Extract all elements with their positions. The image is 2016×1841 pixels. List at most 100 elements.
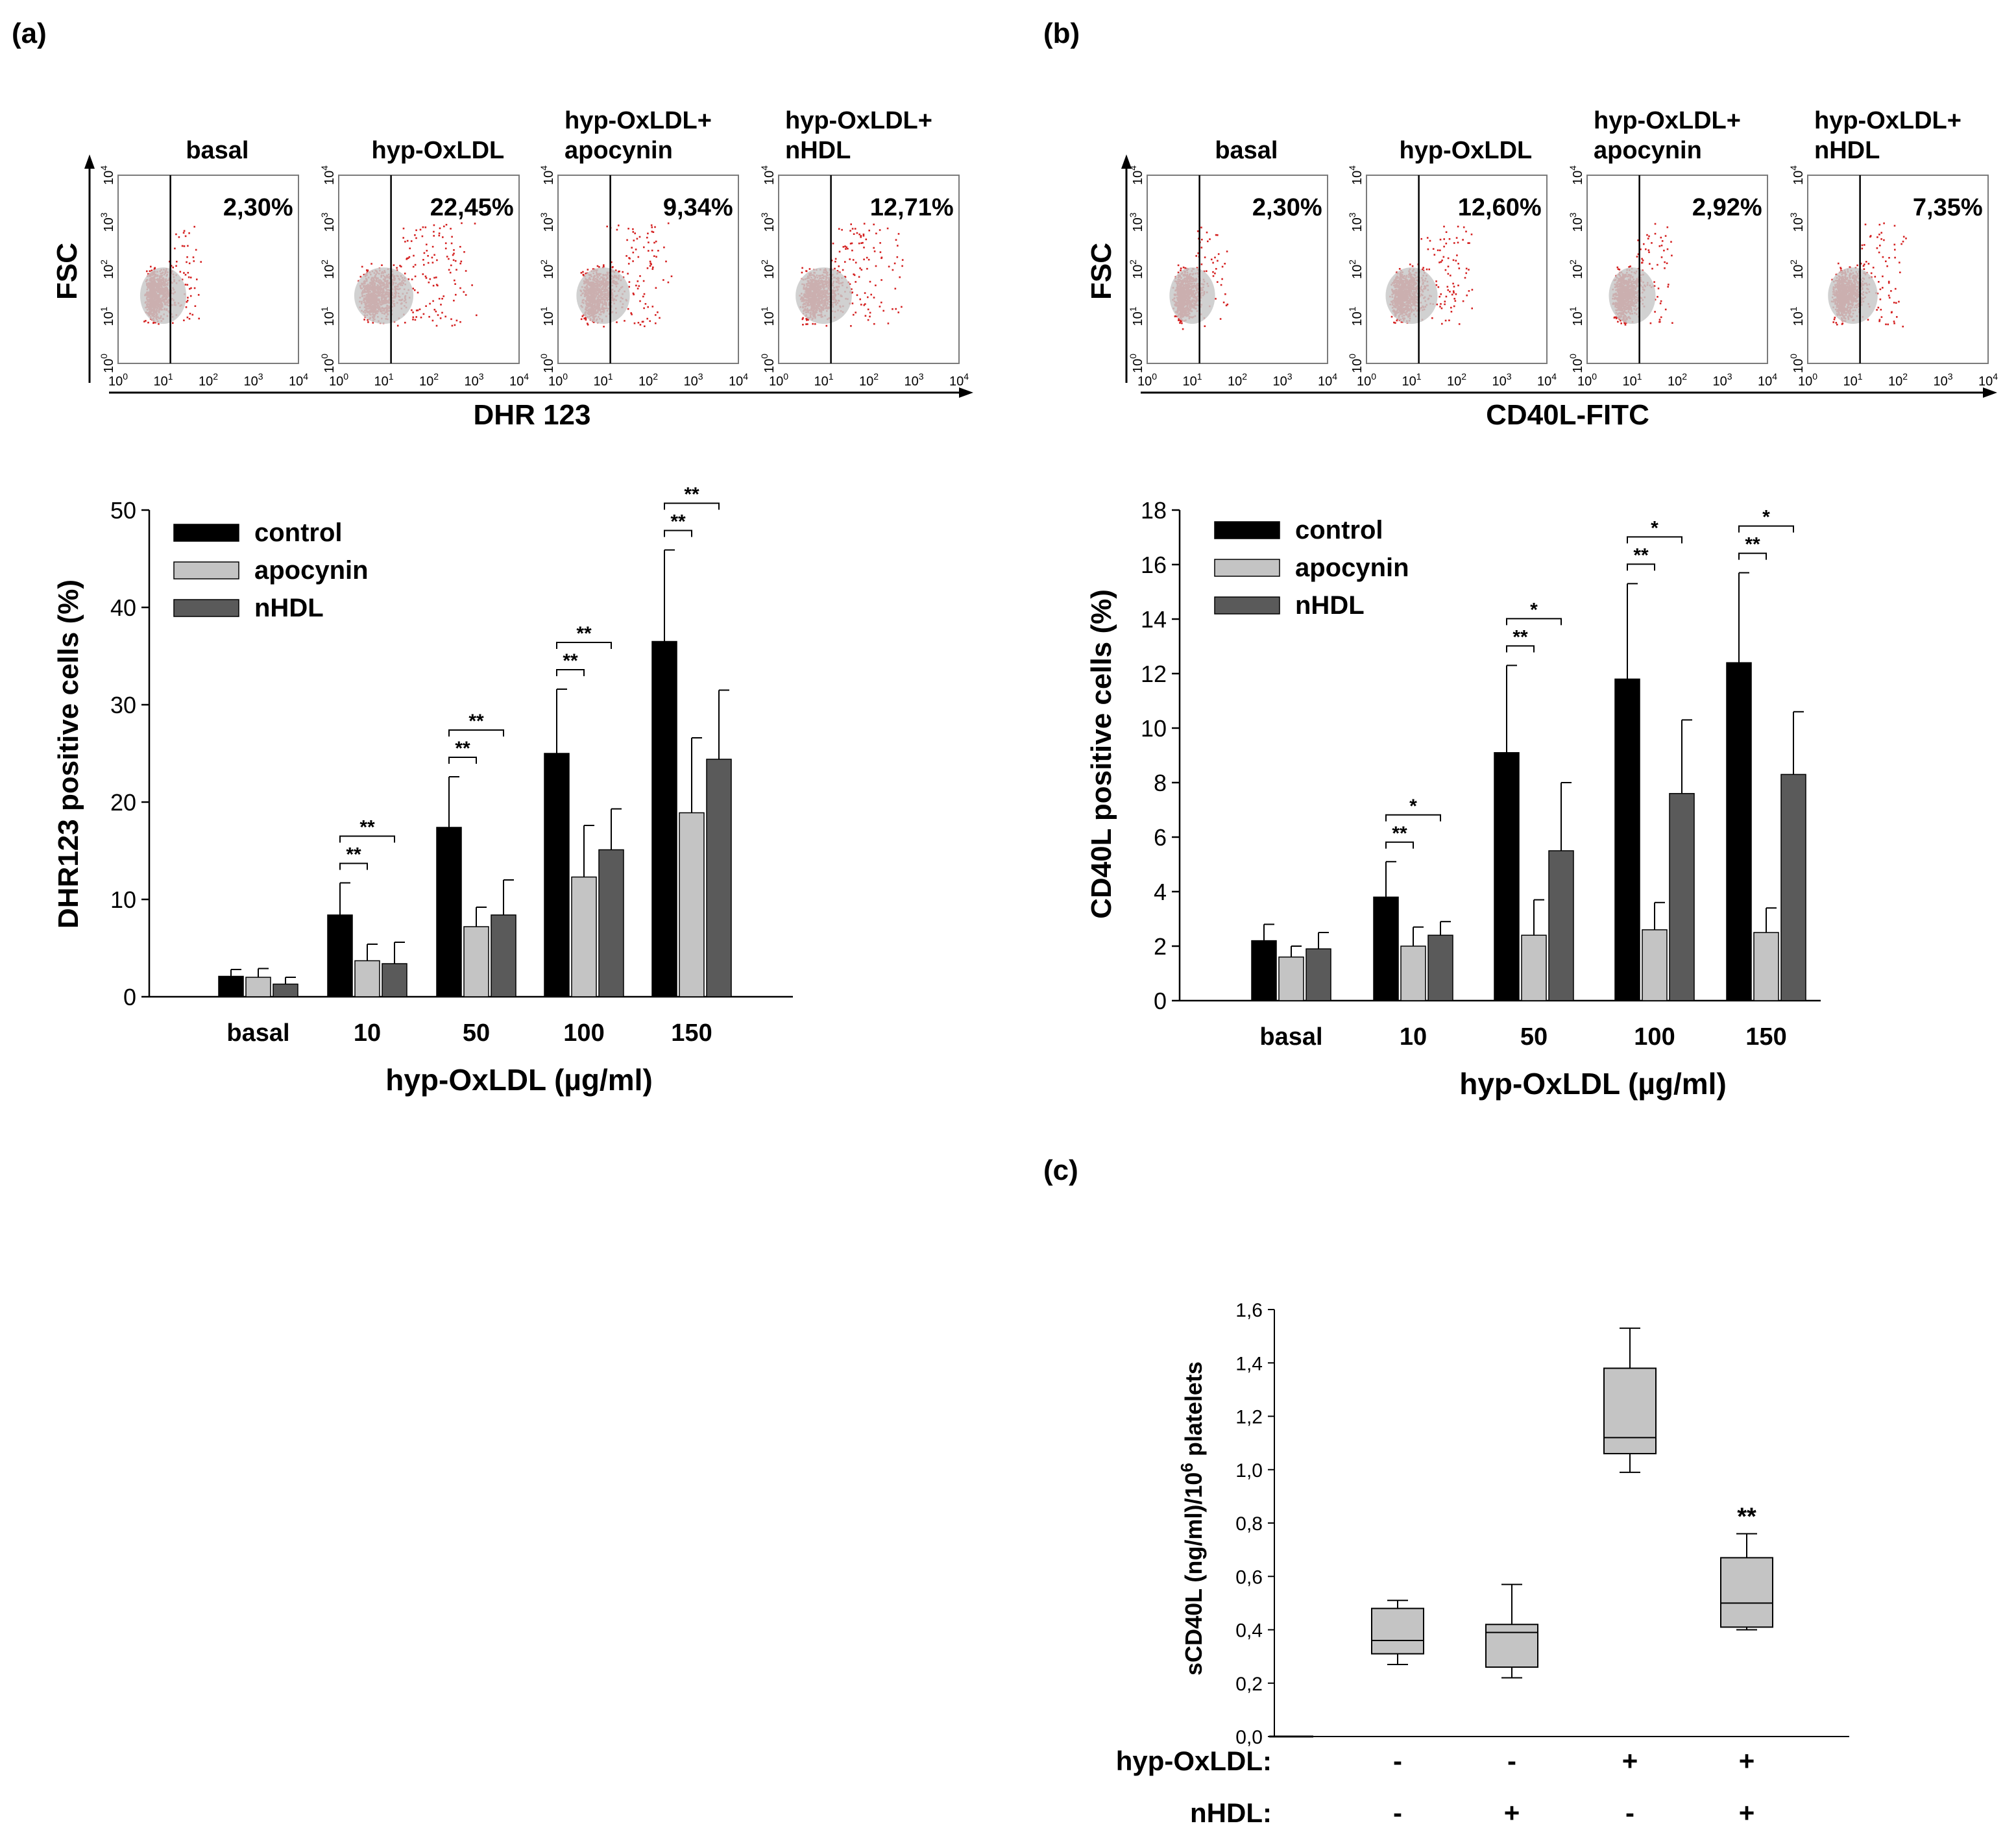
flow-dot: [838, 265, 840, 267]
flow-dot-outlier: [412, 316, 415, 319]
flow-dot: [806, 319, 808, 321]
flow-dot-outlier: [637, 287, 639, 289]
flow-x-tick-label: 104: [509, 371, 529, 389]
flow-dot-outlier: [404, 321, 406, 324]
flow-y-tick-label: 102: [319, 260, 337, 279]
flow-y-tick-label: 100: [319, 354, 337, 373]
flow-dot-outlier: [637, 322, 640, 324]
flow-dot-outlier: [895, 308, 897, 310]
flow-x-tick-label: 102: [199, 371, 218, 389]
flow-dot: [154, 267, 156, 269]
flow-dot-outlier: [853, 233, 855, 235]
flow-dot-outlier: [665, 260, 667, 263]
flow-dot-outlier: [849, 258, 851, 260]
flow-dot-outlier: [396, 324, 399, 327]
flow-dot: [153, 268, 156, 271]
flow-dot: [596, 265, 599, 267]
flow-dot-outlier: [415, 310, 418, 311]
flow-dot-outlier: [175, 233, 177, 236]
flow-x-tick-label: 100: [548, 371, 568, 389]
flow-dot-outlier: [851, 288, 853, 290]
flow-dot-outlier: [432, 300, 434, 302]
flow-dot-outlier: [646, 236, 648, 239]
flow-dot-outlier: [172, 322, 174, 324]
flow-dot: [801, 267, 803, 269]
flow-dot: [587, 324, 589, 326]
flow-dot-outlier: [408, 256, 411, 258]
flow-dot: [372, 322, 374, 324]
flow-y-axis-arrow: [1121, 154, 1132, 169]
flow-dot-outlier: [420, 316, 422, 319]
flow-x-tick-label: 102: [638, 371, 658, 389]
flow-dot-outlier: [455, 319, 458, 322]
flow-dot: [587, 323, 589, 324]
flow-dot: [367, 321, 369, 323]
flow-dot-outlier: [195, 249, 197, 251]
flow-dot: [802, 324, 804, 326]
flow-y-tick-label: 103: [319, 212, 337, 232]
flow-dot-outlier: [631, 247, 633, 249]
flow-dot-outlier: [652, 231, 655, 233]
flow-x-tick-label: 102: [419, 371, 439, 389]
flow-dot: [143, 321, 145, 323]
flow-dot-outlier: [897, 233, 900, 235]
flow-dot-outlier: [897, 311, 899, 313]
flow-y-tick-label: 103: [539, 212, 556, 232]
flow-dot: [844, 261, 846, 263]
flow-dot-outlier: [649, 260, 651, 263]
flow-dot-outlier: [628, 286, 630, 288]
flow-dot-outlier: [875, 284, 877, 287]
flow-dot-outlier: [649, 265, 651, 267]
flow-dot-outlier: [426, 243, 428, 246]
flow-dot-outlier: [431, 256, 433, 259]
flow-dot-outlier: [627, 273, 629, 274]
flow-dot-outlier: [639, 300, 641, 302]
flow-dot-outlier: [873, 250, 876, 252]
flow-dot: [836, 270, 839, 272]
flow-dot-outlier: [412, 265, 415, 268]
flow-y-axis-arrow: [84, 154, 95, 169]
flow-dot-outlier: [463, 251, 465, 253]
flow-dot-outlier: [431, 319, 434, 322]
flow-dot-outlier: [879, 306, 881, 308]
flow-y-tick-label: 102: [99, 260, 116, 279]
flow-dot-outlier: [435, 324, 438, 327]
flow-dot-outlier: [856, 294, 858, 297]
flow-x-tick-label: 103: [243, 371, 263, 389]
flow-dot-outlier: [198, 317, 200, 320]
flow-dot-outlier: [892, 308, 893, 310]
flow-x-tick-label: 101: [374, 371, 393, 389]
flow-percent-label: 9,34%: [663, 194, 733, 221]
flow-dot: [603, 265, 605, 268]
flow-dot-outlier: [413, 289, 416, 291]
flow-dot-outlier: [453, 252, 455, 254]
flow-dot-outlier: [662, 279, 664, 281]
flow-dot-outlier: [415, 229, 417, 232]
flow-dot-outlier: [196, 278, 198, 280]
flow-b-x-label: CD40L-FITC: [1486, 399, 1649, 431]
flow-dot-outlier: [182, 232, 185, 234]
flow-dot-outlier: [459, 246, 461, 248]
flow-dot: [359, 276, 362, 278]
flow-dot-outlier: [451, 236, 453, 238]
flow-dot-outlier: [652, 266, 654, 269]
flow-dot-outlier: [633, 293, 635, 296]
flow-plot-frame: [117, 175, 299, 364]
flow-dot: [1181, 322, 1183, 324]
flow-dot: [1178, 319, 1180, 321]
flow-dot-outlier: [1217, 260, 1219, 262]
flow-dot-outlier: [841, 228, 843, 231]
flow-dot-outlier: [453, 249, 455, 251]
flow-dot-outlier: [438, 298, 441, 300]
flow-dot: [145, 320, 147, 322]
flow-y-tick-label: 100: [99, 354, 116, 373]
flow-dot-outlier: [186, 261, 188, 263]
flow-dot-outlier: [851, 228, 854, 230]
flow-dot-outlier: [655, 256, 657, 258]
flow-dot-outlier: [425, 277, 428, 279]
flow-dot: [805, 323, 807, 325]
flow-dot-outlier: [655, 240, 657, 243]
